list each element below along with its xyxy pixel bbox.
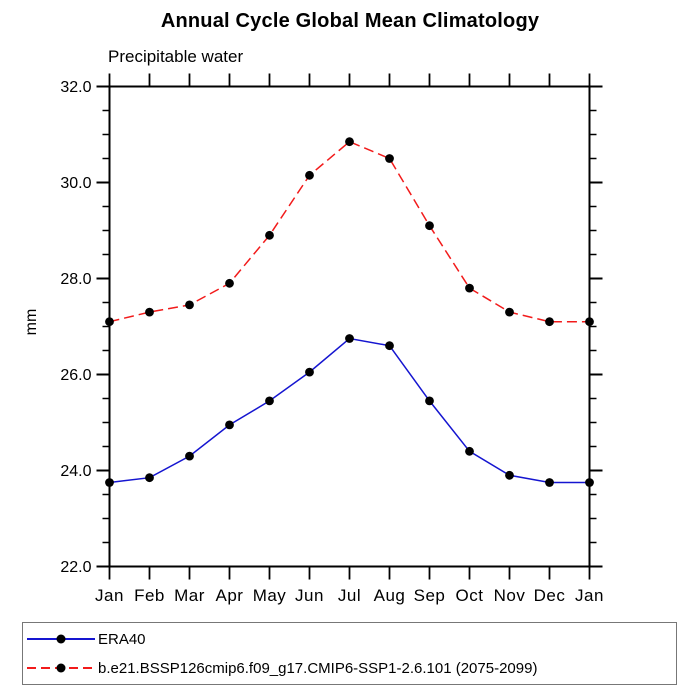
data-point — [145, 307, 154, 317]
data-point — [585, 317, 594, 327]
legend-item-model: b.e21.BSSP126cmip6.f09_g17.CMIP6-SSP1-2.… — [23, 654, 676, 683]
legend-line-sample-dashed — [27, 663, 95, 674]
data-point — [265, 396, 274, 406]
legend-marker-dot — [56, 634, 66, 644]
data-point — [425, 221, 434, 231]
legend-marker-dot — [56, 663, 66, 673]
x-tick-label: Dec — [534, 586, 566, 605]
x-tick-label: Feb — [134, 586, 165, 605]
chart-subtitle: Precipitable water — [108, 47, 244, 66]
data-point — [265, 230, 274, 240]
y-tick-label: 22.0 — [60, 559, 91, 576]
data-point — [185, 300, 194, 310]
plot-area: 22.0 24.0 26.0 28.0 30.0 32.0 Jan Feb Mar Apr May J… — [60, 73, 604, 605]
data-point — [505, 470, 514, 480]
x-tick-label: Apr — [216, 586, 244, 605]
data-point — [465, 283, 474, 293]
data-point — [545, 478, 554, 487]
data-point — [145, 473, 154, 483]
series-line-1 — [109, 140, 590, 323]
data-point — [385, 341, 394, 351]
x-tick-label: May — [253, 586, 287, 605]
chart-title: Annual Cycle Global Mean Climatology — [160, 10, 540, 32]
legend-label: ERA40 — [98, 630, 146, 648]
legend-label: b.e21.BSSP126cmip6.f09_g17.CMIP6-SSP1-2.… — [98, 659, 538, 677]
data-point — [105, 478, 114, 487]
data-point — [185, 451, 194, 461]
x-tick-label: Oct — [456, 586, 484, 605]
legend-item-era40: ERA40 — [23, 625, 676, 654]
x-tick-label: Jul — [338, 586, 361, 605]
x-tick-label: Jan — [575, 586, 604, 605]
x-tick-label: Aug — [374, 586, 406, 605]
series-line-0 — [109, 337, 590, 484]
data-point — [505, 307, 514, 317]
x-tick-label: Sep — [414, 586, 446, 605]
data-point — [465, 446, 474, 456]
data-point — [105, 317, 114, 327]
y-tick-label: 30.0 — [60, 175, 91, 192]
data-point — [225, 278, 234, 288]
data-point — [305, 367, 314, 377]
x-tick-label: Jun — [295, 586, 324, 605]
data-point — [345, 137, 354, 147]
y-tick-label: 28.0 — [60, 271, 91, 288]
y-tick-label: 32.0 — [60, 79, 91, 96]
legend-line-sample-solid — [27, 634, 95, 645]
plot-frame — [108, 85, 591, 568]
data-point — [585, 478, 594, 487]
y-tick-label: 26.0 — [60, 367, 91, 384]
data-point — [305, 170, 314, 180]
data-point — [425, 396, 434, 406]
data-point — [345, 334, 354, 343]
data-point — [225, 420, 234, 430]
data-point — [385, 154, 394, 163]
x-tick-label: Nov — [494, 586, 526, 605]
legend-box: ERA40 b.e21.BSSP126cmip6.f09_g17.CMIP6-S… — [22, 622, 677, 685]
x-tick-label: Mar — [174, 586, 205, 605]
y-tick-label: 24.0 — [60, 463, 91, 480]
x-tick-label: Jan — [95, 586, 124, 605]
data-point — [545, 317, 554, 327]
